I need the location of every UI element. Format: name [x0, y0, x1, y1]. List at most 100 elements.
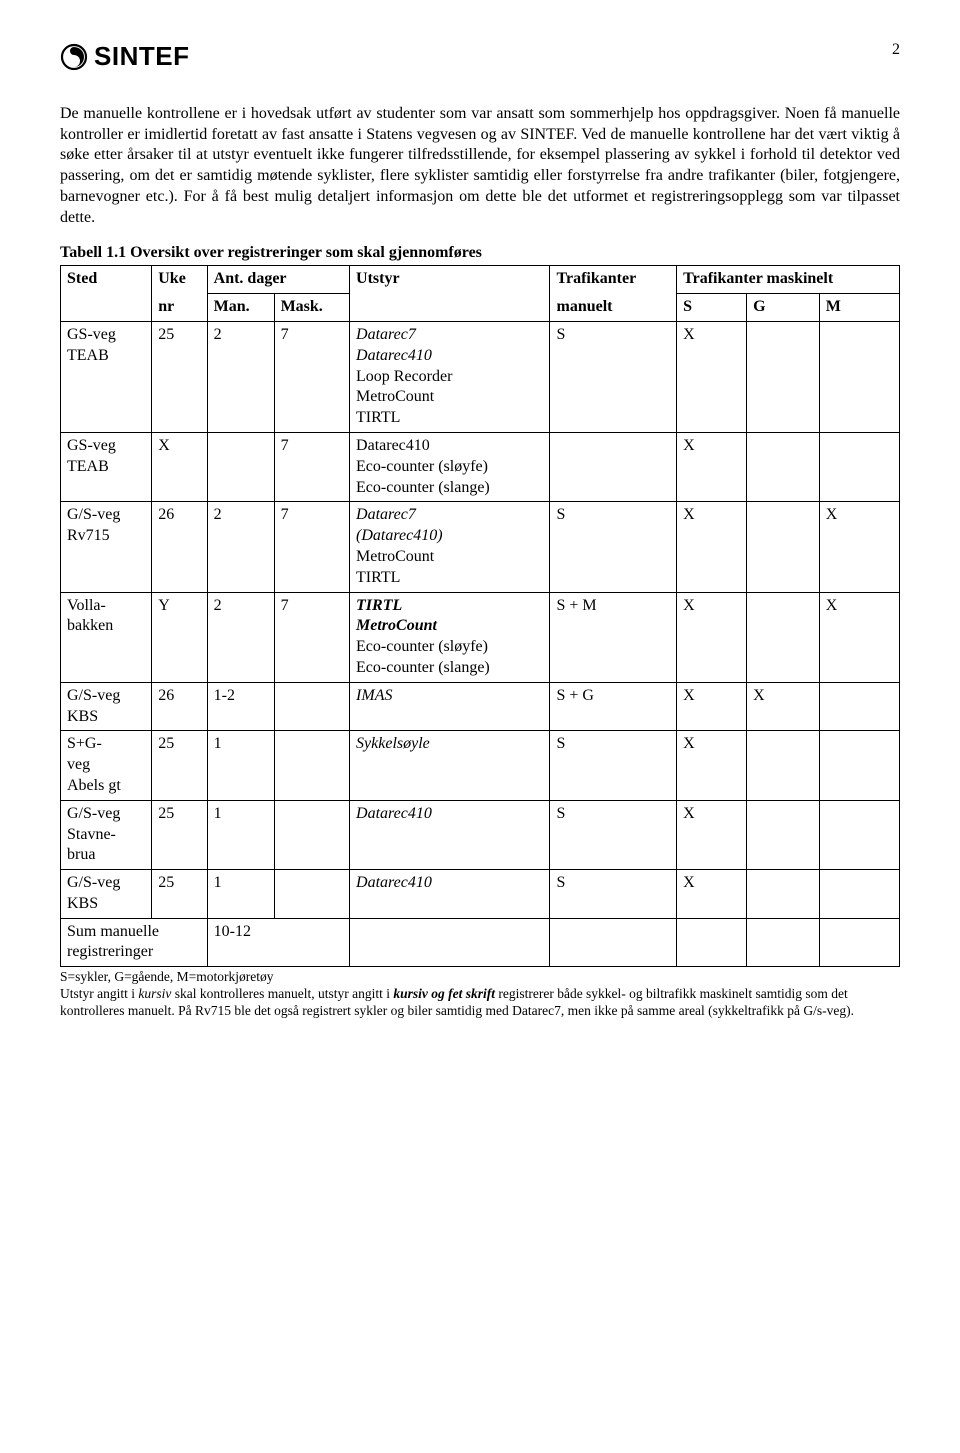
cell-uke: 25 — [152, 321, 207, 432]
cell-sted: S+G-vegAbels gt — [61, 731, 152, 800]
table-row: S+G-vegAbels gt251SykkelsøyleSX — [61, 731, 900, 800]
paragraph-1: De manuelle kontrollene er i hovedsak ut… — [60, 104, 900, 229]
page-header: SINTEF 2 — [60, 40, 900, 74]
cell-man: 2 — [207, 321, 274, 432]
cell-empty — [677, 918, 747, 967]
cell-mask: 7 — [274, 432, 349, 501]
page-number: 2 — [892, 40, 900, 61]
cell-utstyr: Datarec410 — [350, 870, 550, 919]
table-row: GS-vegTEAB2527Datarec7Datarec410Loop Rec… — [61, 321, 900, 432]
cell-mask — [274, 800, 349, 869]
cell-g — [747, 731, 820, 800]
th-manuelt: manuelt — [550, 294, 677, 322]
cell-empty — [550, 918, 677, 967]
cell-man: 1 — [207, 800, 274, 869]
cell-utstyr: Datarec410 — [350, 800, 550, 869]
th-trafikanter: Trafikanter — [550, 266, 677, 294]
th-g: G — [747, 294, 820, 322]
table-row: Volla-bakkenY27TIRTLMetroCountEco-counte… — [61, 592, 900, 682]
cell-utstyr: IMAS — [350, 682, 550, 731]
table-sum-row: Sum manuelleregistreringer10-12 — [61, 918, 900, 967]
cell-s: X — [677, 432, 747, 501]
cell-s: X — [677, 870, 747, 919]
th-trafikanter-maskinelt: Trafikanter maskinelt — [677, 266, 900, 294]
cell-s: X — [677, 682, 747, 731]
th-utstyr: Utstyr — [350, 266, 550, 322]
table-footnote: S=sykler, G=gående, M=motorkjøretøy Utst… — [60, 969, 900, 1020]
cell-utstyr: Sykkelsøyle — [350, 731, 550, 800]
cell-sum-label: Sum manuelleregistreringer — [61, 918, 208, 967]
cell-mask: 7 — [274, 502, 349, 592]
cell-s: X — [677, 502, 747, 592]
cell-man: 1-2 — [207, 682, 274, 731]
th-nr: nr — [152, 294, 207, 322]
th-m: M — [819, 294, 899, 322]
cell-sted: GS-vegTEAB — [61, 321, 152, 432]
cell-sted: G/S-vegStavne-brua — [61, 800, 152, 869]
footnote-line1: S=sykler, G=gående, M=motorkjøretøy — [60, 969, 274, 984]
cell-g — [747, 502, 820, 592]
cell-m — [819, 321, 899, 432]
cell-m — [819, 731, 899, 800]
table-row: GS-vegTEABX7Datarec410Eco-counter (sløyf… — [61, 432, 900, 501]
table-row: G/S-vegRv7152627Datarec7(Datarec410)Metr… — [61, 502, 900, 592]
cell-man: 2 — [207, 592, 274, 682]
cell-manuelt: S — [550, 800, 677, 869]
sintef-logo-icon — [60, 43, 88, 71]
cell-m — [819, 800, 899, 869]
th-ant-dager: Ant. dager — [207, 266, 349, 294]
cell-mask — [274, 682, 349, 731]
cell-mask — [274, 870, 349, 919]
cell-empty — [350, 918, 550, 967]
cell-manuelt: S — [550, 731, 677, 800]
cell-man: 1 — [207, 870, 274, 919]
cell-g — [747, 592, 820, 682]
cell-man: 1 — [207, 731, 274, 800]
cell-m — [819, 870, 899, 919]
th-man: Man. — [207, 294, 274, 322]
cell-utstyr: TIRTLMetroCountEco-counter (sløyfe)Eco-c… — [350, 592, 550, 682]
cell-uke: Y — [152, 592, 207, 682]
cell-g — [747, 321, 820, 432]
cell-s: X — [677, 321, 747, 432]
cell-uke: 26 — [152, 502, 207, 592]
cell-utstyr: Datarec410Eco-counter (sløyfe)Eco-counte… — [350, 432, 550, 501]
sintef-logo-text: SINTEF — [94, 40, 189, 74]
th-uke: Uke — [152, 266, 207, 294]
cell-m: X — [819, 502, 899, 592]
footnote-l2c: skal kontrolleres manuelt, utstyr angitt… — [171, 986, 393, 1001]
cell-utstyr: Datarec7Datarec410Loop RecorderMetroCoun… — [350, 321, 550, 432]
cell-sum-value: 10-12 — [207, 918, 349, 967]
cell-g — [747, 432, 820, 501]
cell-sted: Volla-bakken — [61, 592, 152, 682]
cell-mask — [274, 731, 349, 800]
cell-empty — [819, 918, 899, 967]
cell-mask: 7 — [274, 592, 349, 682]
table-row: G/S-vegKBS251Datarec410SX — [61, 870, 900, 919]
cell-g: X — [747, 682, 820, 731]
cell-uke: 25 — [152, 731, 207, 800]
cell-manuelt — [550, 432, 677, 501]
cell-sted: G/S-vegRv715 — [61, 502, 152, 592]
cell-manuelt: S — [550, 502, 677, 592]
cell-man: 2 — [207, 502, 274, 592]
cell-g — [747, 870, 820, 919]
cell-utstyr: Datarec7(Datarec410)MetroCountTIRTL — [350, 502, 550, 592]
cell-manuelt: S + M — [550, 592, 677, 682]
footnote-l2d: kursiv og fet skrift — [393, 986, 495, 1001]
th-s: S — [677, 294, 747, 322]
footnote-l2b: kursiv — [138, 986, 171, 1001]
cell-man — [207, 432, 274, 501]
cell-s: X — [677, 800, 747, 869]
cell-uke: X — [152, 432, 207, 501]
cell-uke: 25 — [152, 870, 207, 919]
sintef-logo: SINTEF — [60, 40, 189, 74]
cell-mask: 7 — [274, 321, 349, 432]
th-mask: Mask. — [274, 294, 349, 322]
table-row: G/S-vegStavne-brua251Datarec410SX — [61, 800, 900, 869]
cell-manuelt: S — [550, 870, 677, 919]
cell-manuelt: S — [550, 321, 677, 432]
footnote-l2a: Utstyr angitt i — [60, 986, 138, 1001]
cell-manuelt: S + G — [550, 682, 677, 731]
table-row: G/S-vegKBS261-2IMASS + GXX — [61, 682, 900, 731]
